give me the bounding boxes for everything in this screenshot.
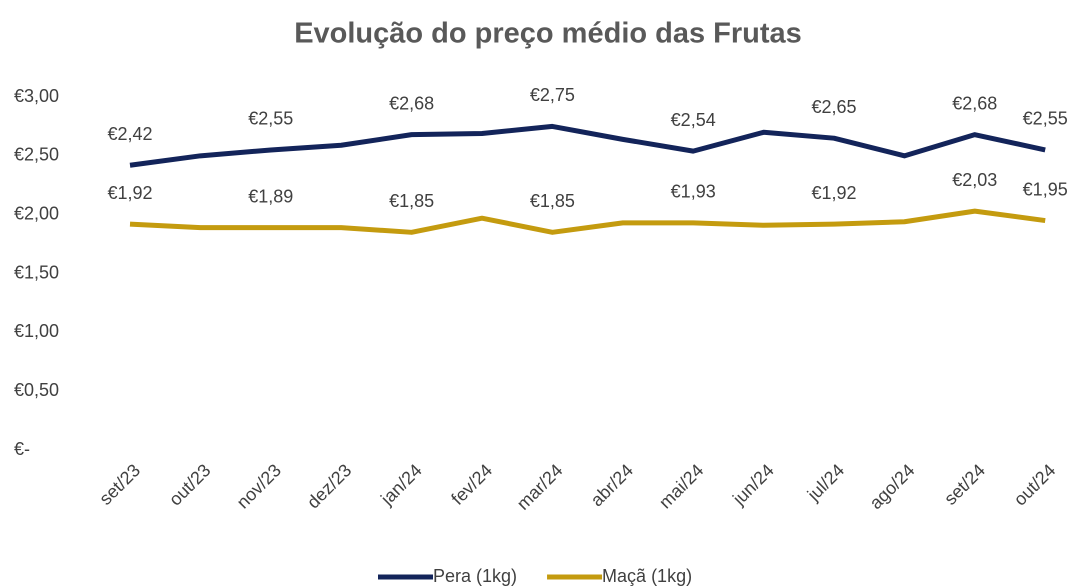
data-label: €1,92 [107,183,152,203]
y-tick-label: €0,50 [14,380,59,400]
x-tick-label: mar/24 [513,460,567,514]
data-label: €1,95 [1023,179,1068,199]
x-tick-label: dez/23 [303,460,355,512]
data-label: €2,65 [811,97,856,117]
data-label: €1,85 [389,191,434,211]
x-tick-label: jun/24 [728,460,778,510]
data-label: €1,89 [248,186,293,206]
data-label: €2,54 [671,110,716,130]
chart-title: Evolução do preço médio das Frutas [294,18,802,50]
y-tick-label: €2,00 [14,203,59,223]
x-tick-label: mai/24 [655,460,707,512]
data-label: €2,42 [107,124,152,144]
data-label: €2,55 [248,109,293,129]
data-label: €2,55 [1023,109,1068,129]
x-tick-label: set/23 [95,460,144,509]
x-tick-label: out/23 [165,460,215,510]
legend-label: Maçã (1kg) [602,566,692,586]
y-tick-label: €- [14,439,30,459]
x-tick-label: ago/24 [866,460,919,513]
y-tick-label: €2,50 [14,145,59,165]
data-label: €1,85 [530,191,575,211]
x-tick-label: nov/23 [233,460,285,512]
x-tick-label: jan/24 [376,460,426,510]
data-label: €1,93 [671,182,716,202]
y-tick-label: €1,00 [14,321,59,341]
x-tick-label: abr/24 [587,460,637,510]
x-tick-label: jul/24 [803,460,848,505]
x-tick-label: out/24 [1010,460,1060,510]
x-tick-label: set/24 [940,460,989,509]
data-label: €2,75 [530,85,575,105]
data-label: €1,92 [811,183,856,203]
y-tick-label: €3,00 [14,86,59,106]
y-tick-label: €1,50 [14,262,59,282]
series-line [129,208,1046,235]
series-line [129,123,1046,168]
legend-label: Pera (1kg) [433,566,517,586]
data-label: €2,68 [389,93,434,113]
x-tick-label: fev/24 [447,460,496,509]
data-label: €2,68 [952,93,997,113]
data-label: €2,03 [952,170,997,190]
